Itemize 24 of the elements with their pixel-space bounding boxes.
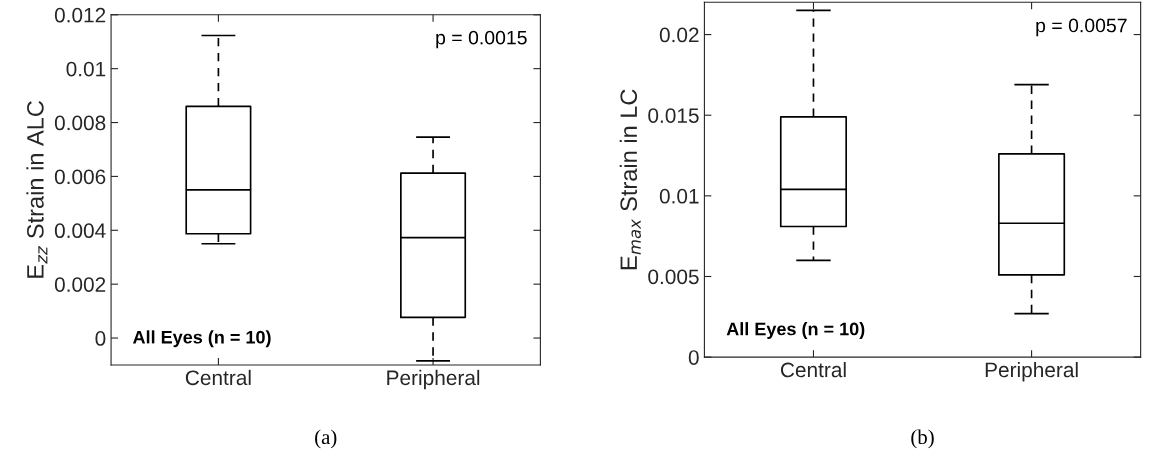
y-tick-label: 0.012 [54, 7, 106, 23]
y-tick-label: 0.004 [54, 223, 106, 239]
annotation: All Eyes (n = 10) [132, 330, 271, 348]
x-tick-label: Central [780, 361, 846, 378]
y-tick-label: 0.02 [659, 27, 699, 43]
text: (a) [315, 429, 337, 449]
y-tick-label: 0 [95, 331, 106, 346]
y-axis-title: E$_{max}$ Strain in LC [619, 89, 641, 270]
y-tick-label: 0.008 [54, 115, 106, 131]
y-tick-label: 0.006 [54, 169, 106, 185]
text: (b) [911, 429, 934, 449]
x-tick-label: Peripheral [387, 369, 480, 390]
y-tick-label: 0.005 [648, 269, 699, 285]
y-tick-label: 0.015 [648, 108, 699, 123]
annotation: p = 0.0015 [436, 30, 527, 49]
x-tick-label: Central [185, 369, 251, 386]
annotation: All Eyes (n = 10) [726, 322, 865, 339]
y-tick-label: 0.01 [659, 188, 699, 204]
y-axis-title: E$_{zz}$ Strain in ALC [26, 100, 48, 278]
annotation: p = 0.0057 [1036, 18, 1127, 37]
x-tick-label: Peripheral [985, 361, 1078, 382]
y-tick-label: 0.01 [66, 61, 106, 77]
y-tick-label: 0 [688, 350, 699, 365]
y-tick-label: 0.002 [54, 277, 106, 292]
